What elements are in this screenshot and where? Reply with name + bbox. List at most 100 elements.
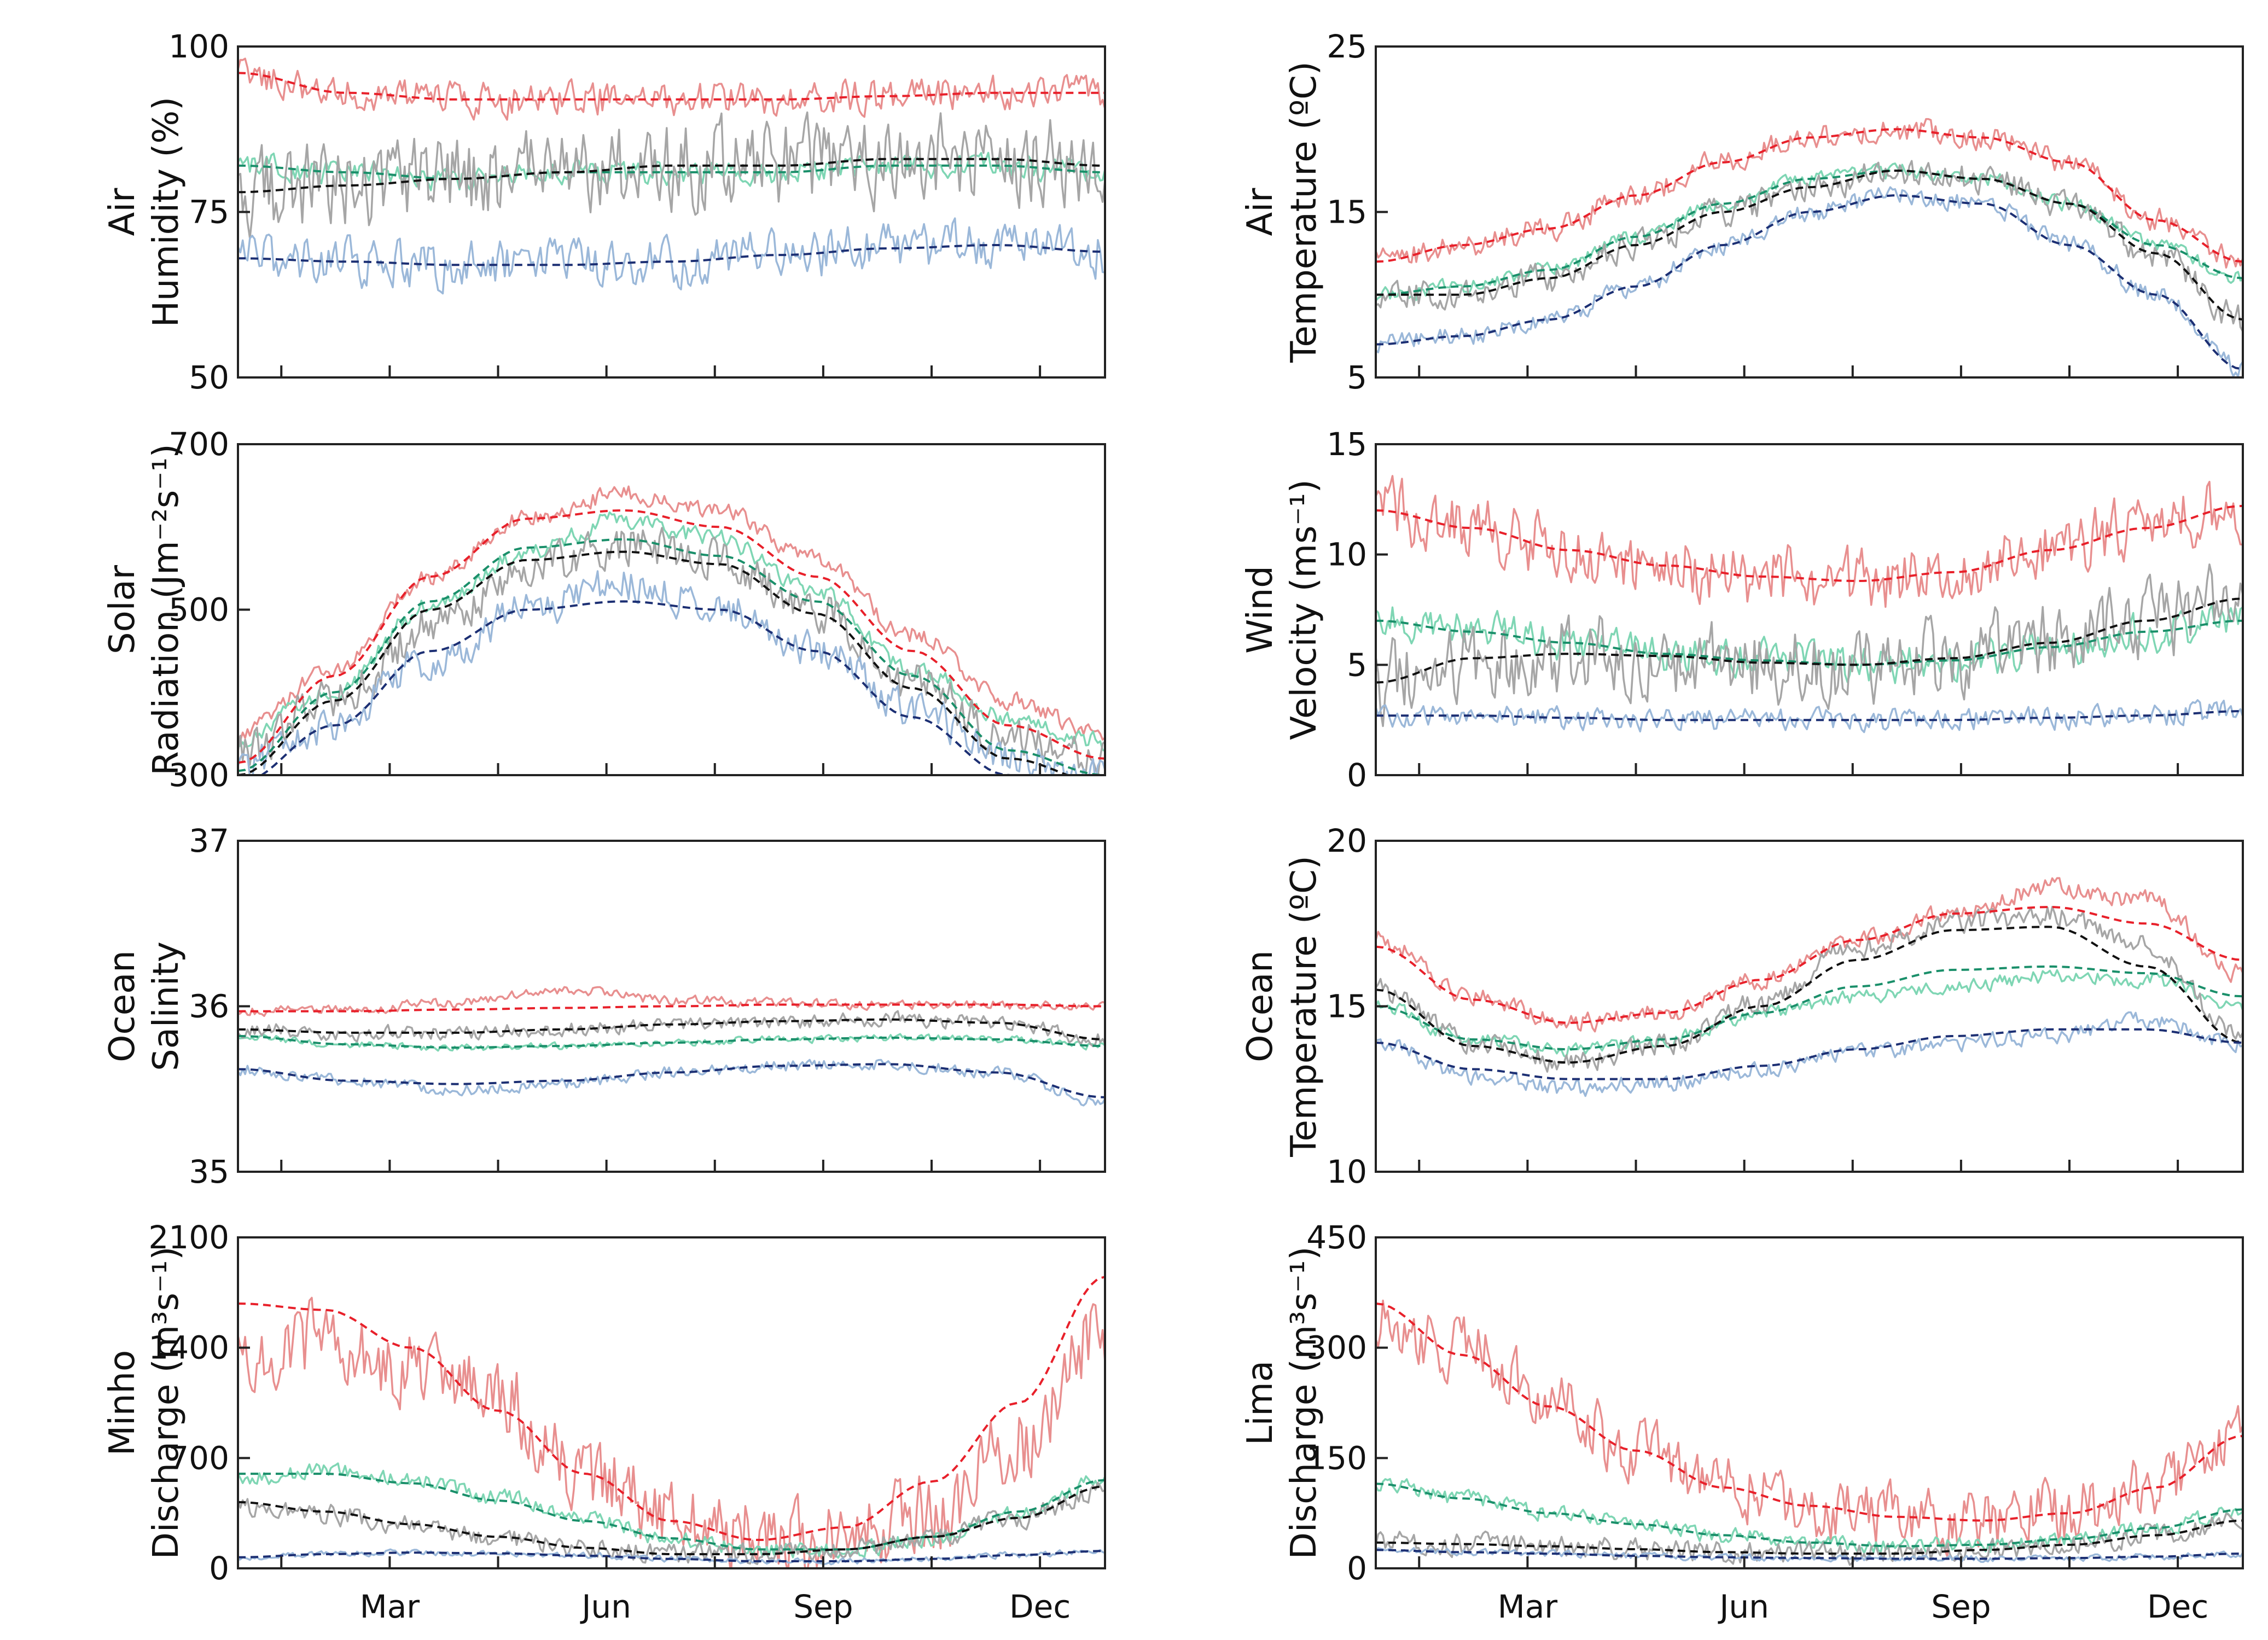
series-group: [238, 485, 1105, 775]
y-tick-label: 1400: [148, 1329, 229, 1366]
series-navy-smooth: [238, 1063, 1105, 1098]
series-black-smooth: [238, 550, 1071, 775]
series-group: [238, 1276, 1105, 1568]
y-tick-label: 15: [1327, 426, 1367, 463]
axis-frame: [1375, 443, 2244, 776]
y-axis-label: Salinity: [146, 941, 187, 1071]
panel-lima-discharge: 0 150 300 450 Mar Jun Sep Dec Lima Discharge (m³s…: [1240, 1219, 2244, 1625]
series-red-raw: [238, 1296, 1105, 1568]
x-tick-label: Dec: [2147, 1588, 2208, 1625]
y-axis-label: Discharge (m³s⁻¹): [146, 1247, 187, 1560]
y-tick-label: 37: [189, 822, 229, 859]
series-blue-raw: [238, 217, 1105, 295]
y-tick-label: 500: [168, 591, 229, 629]
series-red-raw: [238, 485, 1105, 742]
series-group: [238, 986, 1105, 1107]
series-navy-smooth: [259, 600, 1025, 775]
y-axis-label: Solar: [102, 565, 143, 654]
series-black-smooth: [238, 1018, 1105, 1040]
series-green-smooth: [238, 1473, 1105, 1551]
y-tick-label: 15: [1327, 988, 1367, 1025]
y-tick-label: 2100: [148, 1219, 229, 1256]
y-tick-label: 0: [209, 1550, 229, 1587]
series-navy-smooth: [238, 244, 1105, 266]
y-tick-label: 10: [1327, 1153, 1367, 1190]
series-blue-raw: [238, 570, 1105, 775]
y-axis-label: Velocity (ms⁻¹): [1284, 479, 1324, 740]
series-black-smooth: [238, 158, 1105, 194]
series-blue-raw: [1376, 1011, 2243, 1097]
series-group: [1376, 1299, 2243, 1566]
x-tick-label: Sep: [793, 1588, 853, 1625]
y-tick-label: 20: [1327, 822, 1367, 859]
y-tick-label: 300: [1306, 1329, 1367, 1366]
y-axis-label: Radiation (Jm⁻²s⁻¹): [146, 444, 187, 775]
series-group: [1376, 475, 2243, 734]
series-black-smooth: [1376, 170, 2243, 321]
series-red-raw: [1376, 1299, 2243, 1558]
y-tick-label: 10: [1327, 536, 1367, 573]
series-blue-raw: [1376, 1547, 2243, 1563]
y-axis-label: Air: [1240, 188, 1281, 236]
y-tick-label: 25: [1327, 28, 1367, 65]
series-red-smooth: [238, 1003, 1105, 1013]
series-red-smooth: [1376, 1302, 2243, 1522]
panel-wind-velocity: 0 5 10 15 Wind Velocity (ms⁻¹): [1240, 426, 2244, 794]
series-green-raw: [238, 511, 1105, 752]
y-axis-label: Wind: [1240, 566, 1281, 654]
axis-frame: [1375, 1236, 2244, 1569]
series-black-smooth: [1376, 926, 2243, 1064]
series-red-smooth: [238, 1276, 1105, 1541]
panel-air-temperature: 5 15 25 Air Temperature (ºC): [1240, 28, 2244, 396]
y-tick-label: 450: [1306, 1219, 1367, 1256]
series-green-smooth: [238, 164, 1105, 180]
series-grey-raw: [238, 1010, 1105, 1048]
series-navy-smooth: [1376, 710, 2243, 722]
y-axis-label: Lima: [1240, 1360, 1281, 1445]
y-tick-label: 35: [189, 1153, 229, 1190]
x-tick-label: Jun: [580, 1588, 631, 1625]
y-tick-label: 300: [168, 757, 229, 794]
x-tick-label: Mar: [1498, 1588, 1558, 1625]
y-axis-label: Ocean: [102, 950, 143, 1062]
series-red-raw: [238, 57, 1105, 121]
y-axis-label: Humidity (%): [146, 97, 187, 327]
series-group: [1376, 877, 2243, 1097]
series-grey-raw: [1376, 563, 2243, 728]
series-red-smooth: [238, 72, 1105, 101]
y-tick-label: 75: [189, 194, 229, 231]
series-blue-raw: [1376, 186, 2243, 377]
series-group: [238, 57, 1105, 295]
y-tick-label: 5: [1347, 359, 1367, 396]
series-grey-raw: [238, 111, 1105, 240]
y-tick-label: 100: [168, 28, 229, 65]
series-red-smooth: [1376, 128, 2243, 263]
series-black-smooth: [1376, 597, 2243, 684]
y-tick-label: 15: [1327, 194, 1367, 231]
y-tick-label: 0: [1347, 1550, 1367, 1587]
y-axis-label: Discharge (m³s⁻¹): [1284, 1247, 1324, 1560]
series-green-smooth: [1376, 169, 2243, 296]
y-axis-label: Temperature (ºC): [1284, 856, 1324, 1158]
series-red-raw: [1376, 475, 2243, 608]
series-red-raw: [1376, 877, 2243, 1033]
y-tick-label: 36: [189, 988, 229, 1025]
y-tick-label: 0: [1347, 757, 1367, 794]
series-grey-raw: [1376, 906, 2243, 1073]
x-tick-label: Jun: [1718, 1588, 1769, 1625]
axis-frame: [237, 1236, 1106, 1569]
y-axis-label: Ocean: [1240, 950, 1281, 1062]
series-blue-raw: [238, 1059, 1105, 1107]
series-green-raw: [1376, 604, 2243, 684]
y-tick-label: 5: [1347, 646, 1367, 683]
panel-air-humidity: 50 75 100 Air Humidity (%): [102, 28, 1106, 396]
series-red-raw: [1376, 118, 2243, 269]
y-tick-label: 700: [168, 1439, 229, 1476]
series-green-smooth: [1376, 965, 2243, 1051]
series-grey-raw: [238, 1482, 1105, 1565]
series-black-smooth: [238, 1485, 1105, 1556]
y-axis-label: Temperature (ºC): [1284, 61, 1324, 363]
series-grey-raw: [1376, 1513, 2243, 1566]
series-navy-smooth: [238, 1550, 1105, 1562]
